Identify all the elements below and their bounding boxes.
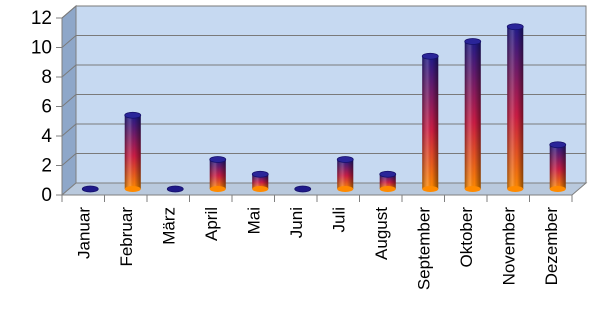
bar-cap (549, 141, 567, 149)
gridline (61, 123, 586, 137)
y-tick-label: 2 (41, 156, 52, 177)
x-tick-label: Juli (329, 207, 348, 233)
bar-shade (252, 174, 269, 189)
bar-shade (379, 174, 396, 189)
gridline (61, 35, 586, 48)
bar-base (209, 186, 226, 192)
x-axis: Januar Februar März April Mai Juni Juli August S… (61, 194, 573, 290)
bars (81, 23, 567, 193)
y-axis: 0 2 4 6 8 10 12 (31, 8, 63, 206)
y-tick-label: 12 (31, 8, 52, 29)
bar-cap (81, 185, 99, 193)
bar-januar (81, 185, 99, 193)
bar-base (422, 186, 439, 192)
gridline (61, 64, 586, 78)
bar-august (379, 170, 397, 192)
bar-shade (209, 159, 226, 189)
bar-base (464, 186, 481, 192)
gridline (61, 153, 586, 166)
bar-cap (379, 170, 397, 178)
bar-base (252, 186, 269, 192)
gridline (61, 5, 586, 19)
bar-februar (124, 111, 142, 192)
bar-cap (294, 185, 312, 193)
bar-cap (124, 111, 142, 119)
bar-base (507, 186, 524, 192)
bar-base (379, 186, 396, 192)
bar-oktober (464, 38, 482, 192)
bar-base (549, 186, 566, 192)
y-tick-label: 0 (41, 185, 52, 206)
y-tick-label: 6 (41, 97, 52, 118)
gridlines (61, 5, 586, 166)
bar-base (337, 186, 354, 192)
bar-cap (506, 23, 524, 31)
x-tick-label: Oktober (457, 207, 476, 268)
bar-shade (507, 26, 524, 189)
bar-märz (166, 185, 184, 193)
bar-shade (337, 159, 354, 189)
bar-cap (464, 38, 482, 45)
bar-shade (124, 115, 141, 189)
x-tick-label: Mai (244, 207, 263, 234)
bar-cap (209, 156, 227, 163)
bar-shade (464, 41, 481, 189)
bar-juni (294, 185, 312, 193)
y-tick-label: 8 (41, 67, 52, 88)
bar-cap (421, 52, 439, 60)
bar-juli (336, 156, 354, 192)
bar-cap (336, 156, 354, 163)
bar-november (506, 23, 524, 192)
bar-cap (251, 170, 269, 178)
x-tick-label: Dezember (542, 207, 561, 286)
bar-shade (549, 144, 566, 189)
x-tick-label: März (159, 207, 178, 245)
bar-base (124, 186, 141, 192)
x-tick-label: Februar (117, 207, 136, 267)
x-tick-label: April (202, 207, 221, 241)
bar-september (421, 52, 439, 192)
gridline (61, 94, 586, 107)
x-tick-label: Juni (287, 207, 306, 238)
x-tick-label: September (414, 207, 433, 290)
x-tick-label: November (499, 207, 518, 286)
bar-shade (422, 56, 439, 189)
bar-april (209, 156, 227, 192)
y-tick-label: 4 (41, 126, 52, 147)
x-tick-label: Januar (74, 207, 93, 259)
bar-cap (166, 185, 184, 193)
x-tick-label: August (372, 207, 391, 260)
bar-dezember (549, 141, 567, 192)
bar-mai (251, 170, 269, 192)
y-tick-label: 10 (31, 38, 52, 59)
